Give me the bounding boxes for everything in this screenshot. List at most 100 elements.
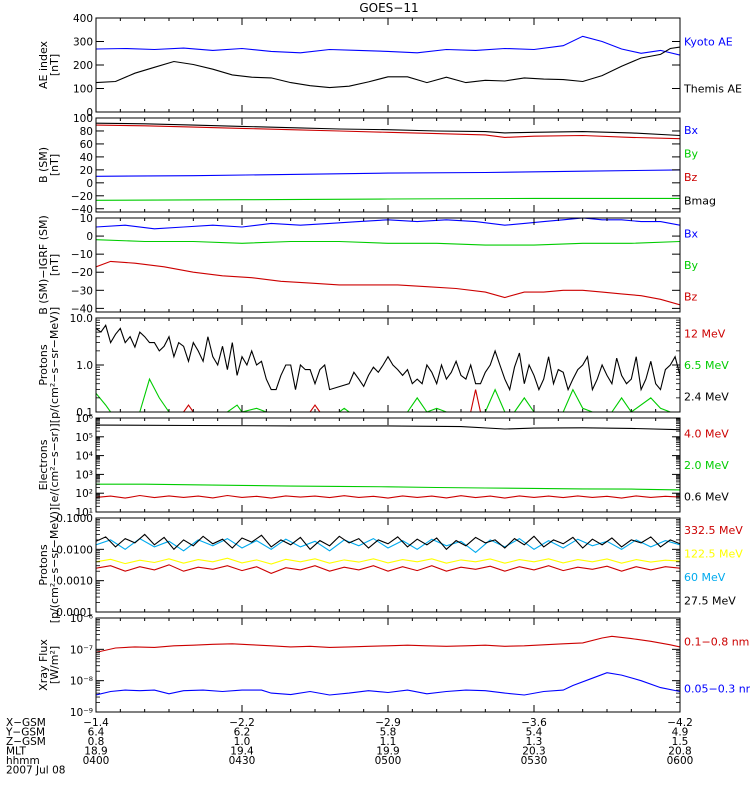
ephemeris-value: 5.8 (380, 727, 397, 739)
y-tick-label: −40 (71, 303, 93, 315)
series-line-Bx (96, 169, 680, 177)
legend-entry: Kyoto AE (684, 36, 733, 49)
legend-entry: 2.4 MeV (684, 390, 729, 403)
legend-entry: Bz (684, 171, 698, 184)
y-axis-label-line: [nT] (48, 54, 61, 76)
legend-entry: 0.1−0.8 nm (684, 636, 749, 649)
panel-frame (95, 217, 681, 313)
legend-entry: 60 MeV (684, 571, 726, 584)
y-tick-label: 10⁻⁶ (70, 613, 93, 625)
ephemeris-value: 20.8 (668, 746, 691, 758)
legend-entry: By (684, 147, 699, 160)
y-tick-label: −20 (71, 191, 93, 203)
ephemeris-row-label: Y−GSM (5, 727, 45, 739)
ephemeris-value: 1.5 (672, 736, 689, 748)
y-tick-label: 0.1000 (56, 513, 93, 525)
y-axis-label-line: B (SM)−IGRF (SM) (37, 215, 50, 315)
ephemeris-value: 1.3 (526, 736, 543, 748)
y-axis-label: B (SM)−IGRF (SM)[nT] (37, 215, 61, 315)
ephemeris-value: −4.2 (667, 717, 693, 729)
y-tick-label: 0 (86, 107, 93, 119)
y-tick-label: 10⁶ (75, 413, 93, 425)
series-line-0.6-MeV (96, 424, 680, 431)
panel-frame (95, 317, 681, 413)
y-axis-label: AE index[nT] (37, 40, 61, 89)
panel-4: 0.1 1.0 10.0 Protons[p/(cm²−s−sr−MeV)] 12 Me… (37, 307, 729, 423)
y-tick-label: 10⁴ (75, 451, 93, 463)
legend-entry: 27.5 MeV (684, 594, 736, 607)
legend-entry: Bz (684, 290, 698, 303)
panel-frame (95, 17, 681, 113)
series-line-27.5-MeV (96, 533, 680, 551)
ephemeris-value: 1.0 (234, 736, 251, 748)
series-line-4.0-MeV (96, 494, 680, 499)
series-line-122.5-MeV (96, 557, 680, 565)
y-axis-label-line: AE index (37, 40, 50, 89)
ephemeris-value: −3.6 (521, 717, 547, 729)
ephemeris-date: 2007 Jul 08 (6, 765, 65, 777)
y-axis-label-line: [nT] (48, 154, 61, 176)
legend-entry: Bmag (684, 194, 716, 207)
ephemeris-value: 18.9 (84, 746, 107, 758)
y-axis-label: Protons[p/(cm²−s−sr−MeV)] (37, 507, 61, 623)
ephemeris-row-label: hhmm (6, 755, 40, 767)
ephemeris-value: 6.4 (88, 727, 105, 739)
y-axis-label-line: [nT] (48, 254, 61, 276)
y-axis-label: Xray Flux[W/m²] (37, 639, 61, 691)
series-line-0.1-0.8-nm (96, 635, 680, 653)
ephemeris-value: 20.3 (522, 746, 545, 758)
y-axis-label: Protons[p/(cm²−s−sr−MeV)] (37, 307, 61, 423)
y-axis-label-line: [p/(cm²−s−sr−MeV)] (48, 307, 61, 423)
legend-entry: 2.0 MeV (684, 459, 729, 472)
series-line-2.4-MeV (96, 324, 680, 392)
y-tick-label: 200 (73, 60, 93, 72)
panel-3: −40 −30 −20 −10 0 10 B (SM)−IGRF (SM)[nT] Bx By B… (37, 213, 699, 315)
y-tick-label: −20 (71, 267, 93, 279)
panel-7: 10⁻⁹ 10⁻⁸ 10⁻⁷ 10⁻⁶ Xray Flux[W/m²] 0.1−0.8 n… (37, 613, 750, 719)
series-line-Bz (96, 124, 680, 140)
y-tick-label: 1.0 (76, 360, 93, 372)
y-tick-label: 0.1 (76, 407, 93, 419)
series-line-By (96, 239, 680, 246)
y-axis-label-line: B (SM) (37, 147, 50, 183)
ephemeris-row-label: X−GSM (6, 717, 46, 729)
series-line-Bx (96, 218, 680, 230)
series-line-Bmag (96, 122, 680, 137)
y-tick-label: 10⁵ (75, 432, 93, 444)
panel-5: 10¹ 10² 10³ 10⁴ 10⁵ 10⁶ Electrons[e/(cm²−s−sr)… (37, 413, 729, 519)
series-line-Themis-AE (96, 46, 680, 89)
y-tick-label: 100 (73, 84, 93, 96)
legend-entry: 6.5 MeV (684, 359, 729, 372)
legend-entry: Bx (684, 228, 699, 241)
y-tick-label: 10⁻⁸ (70, 676, 93, 688)
y-tick-label: 40 (80, 152, 93, 164)
y-tick-label: 10³ (75, 469, 93, 481)
legend-entry: 0.6 MeV (684, 490, 729, 503)
ephemeris-value: 0430 (229, 755, 256, 767)
y-axis-label-line: Protons (37, 344, 50, 385)
y-tick-label: −30 (71, 285, 93, 297)
y-tick-label: 10¹ (75, 507, 93, 519)
y-axis-label-line: [p/(cm²−s−sr−MeV)] (48, 507, 61, 623)
series-line-By (96, 197, 680, 201)
panel-1: 0 100 200 300 400 AE index[nT] Kyoto AE Themis … (37, 13, 742, 119)
y-tick-label: −10 (71, 249, 93, 261)
panel-6: 0.00010.00100.01000.1000Protons[p/(cm²−s… (37, 507, 743, 623)
y-axis-label: B (SM)[nT] (37, 147, 61, 183)
ephemeris-value: 4.9 (672, 727, 689, 739)
legend-entry: 332.5 MeV (684, 524, 743, 537)
legend-entry: Themis AE (683, 83, 742, 96)
series-line-60-MeV (96, 537, 680, 554)
y-tick-label: 0 (86, 231, 93, 243)
legend-entry: Bx (684, 124, 699, 137)
y-tick-label: 10⁻⁷ (70, 644, 93, 656)
ephemeris-value: −1.4 (83, 717, 109, 729)
ephemeris-value: 5.4 (526, 727, 543, 739)
ephemeris-value: −2.9 (375, 717, 401, 729)
y-tick-label: 0.0001 (56, 607, 93, 619)
legend-entry: 12 MeV (684, 328, 726, 341)
ephemeris-value: 1.1 (380, 736, 397, 748)
ephemeris-value: −2.2 (229, 717, 255, 729)
y-tick-label: 100 (73, 113, 93, 125)
